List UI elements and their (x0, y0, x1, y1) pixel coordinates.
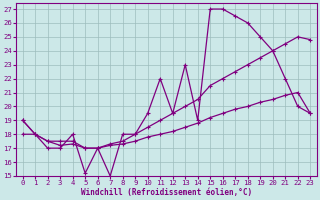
X-axis label: Windchill (Refroidissement éolien,°C): Windchill (Refroidissement éolien,°C) (81, 188, 252, 197)
